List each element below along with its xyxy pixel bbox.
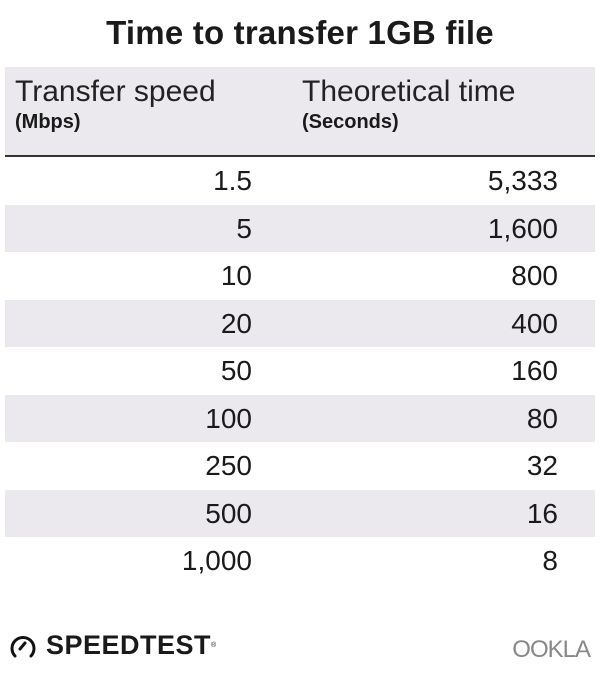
column-header-speed: Transfer speed (Mbps): [15, 75, 216, 134]
time-cell: 400: [511, 307, 558, 339]
page-title: Time to transfer 1GB file: [106, 14, 494, 51]
speed-cell: 1.5: [213, 165, 252, 196]
column-unit: (Seconds): [302, 111, 399, 133]
table-row: 5 1,600: [5, 204, 595, 252]
ookla-logo: OOKLA: [512, 636, 591, 663]
footer: SPEEDTEST ® OOKLA: [0, 628, 600, 668]
speedtest-logo: SPEEDTEST ®: [8, 630, 216, 661]
table-row: 100 80: [5, 394, 595, 442]
table-body: 1.5 5,333 5 1,600 10 800 20 400 50 160 100 80 250 32 5…: [5, 157, 595, 585]
column-unit: (Mbps): [15, 111, 81, 133]
time-cell: 5,333: [487, 165, 558, 196]
table-row: 1,000 8: [5, 537, 595, 585]
column-label: Transfer speed: [15, 75, 216, 108]
time-cell: 32: [526, 450, 558, 481]
time-cell: 160: [511, 355, 558, 386]
speed-cell: 500: [205, 497, 252, 529]
table-row: 10 800: [5, 252, 595, 300]
column-label: Theoretical time: [302, 75, 516, 108]
speed-cell: 10: [220, 260, 252, 291]
column-header-time: Theoretical time (Seconds): [302, 75, 515, 134]
speedtest-wordmark: SPEEDTEST: [46, 630, 212, 660]
speed-cell: 5: [236, 212, 252, 244]
speed-cell: 250: [205, 450, 252, 481]
speed-cell: 20: [220, 307, 252, 339]
speedometer-icon: [10, 635, 36, 657]
speed-cell: 1,000: [181, 545, 252, 576]
time-cell: 1,600: [487, 212, 558, 244]
time-cell: 80: [526, 402, 558, 434]
table-row: 500 16: [5, 489, 595, 537]
time-cell: 8: [542, 545, 558, 576]
table-header: Transfer speed (Mbps) Theoretical time (…: [5, 67, 595, 157]
time-cell: 16: [526, 497, 558, 529]
table-row: 20 400: [5, 299, 595, 347]
table-row: 1.5 5,333: [5, 157, 595, 205]
time-cell: 800: [511, 260, 558, 291]
table-row: 250 32: [5, 442, 595, 490]
speed-cell: 100: [205, 402, 252, 434]
transfer-table: Transfer speed (Mbps) Theoretical time (…: [5, 67, 595, 585]
speed-cell: 50: [220, 355, 252, 386]
table-row: 50 160: [5, 347, 595, 395]
